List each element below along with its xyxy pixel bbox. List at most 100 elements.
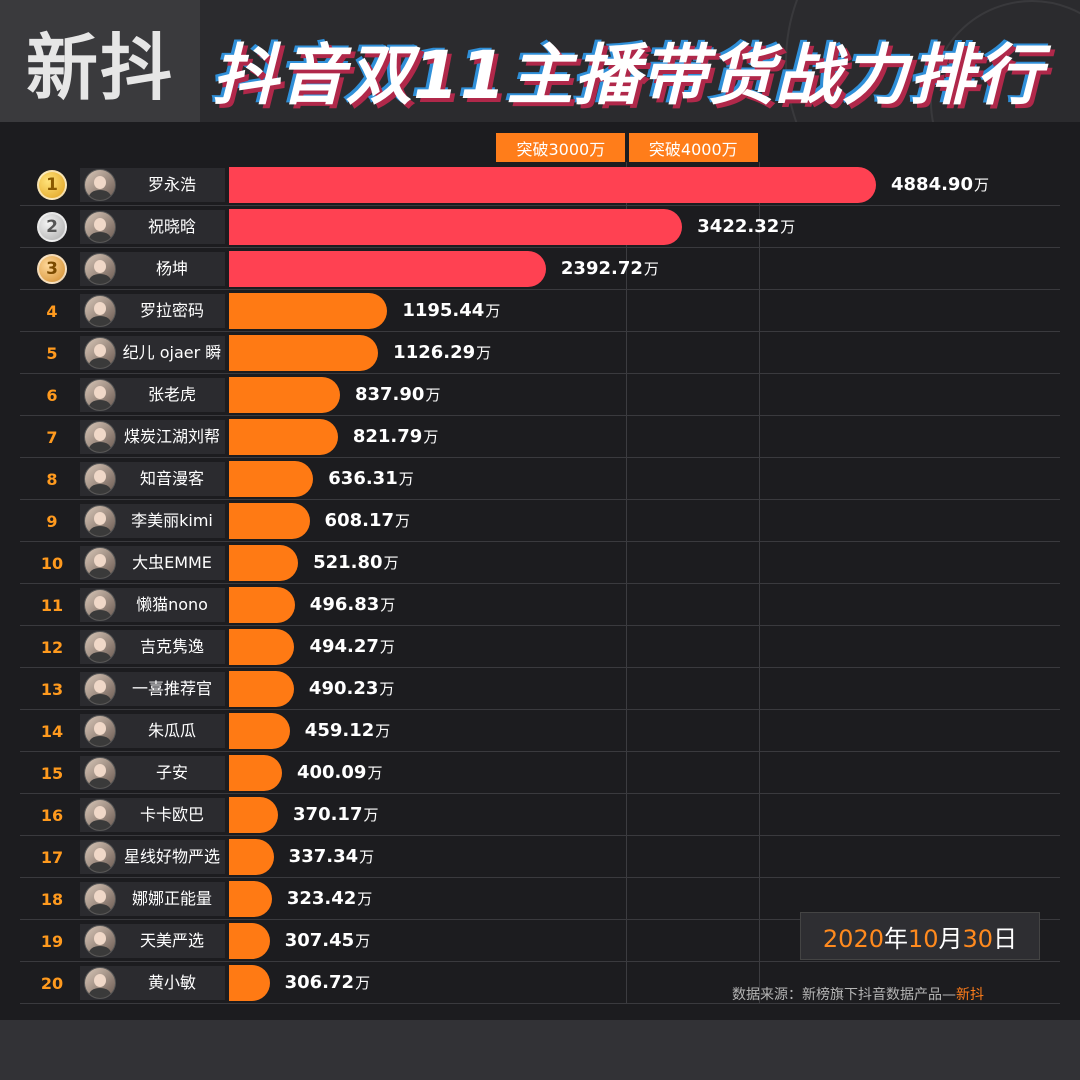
ranking-row: 6 张老虎 837.90万: [20, 374, 1060, 416]
sales-bar: [229, 923, 270, 959]
avatar-icon: [84, 295, 116, 327]
ranking-row: 12 吉克隽逸 494.27万: [20, 626, 1060, 668]
sales-unit: 万: [380, 596, 396, 614]
sales-unit: 万: [383, 554, 399, 572]
data-source-note: 数据来源：新榜旗下抖音数据产品—新抖: [732, 984, 984, 1004]
rank-label: 8: [46, 469, 58, 489]
rank-label: 3: [32, 248, 72, 290]
gold-medal-icon: 1: [37, 170, 67, 200]
streamer-name: 娜娜正能量: [131, 889, 212, 908]
avatar-icon: [84, 547, 116, 579]
streamer-name: 煤炭江湖刘帮: [123, 427, 220, 446]
avatar-icon: [84, 841, 116, 873]
streamer-name: 朱瓜瓜: [147, 721, 196, 740]
ranking-row: 14 朱瓜瓜 459.12万: [20, 710, 1060, 752]
sales-value: 608.17万: [325, 500, 410, 542]
sales-unit: 万: [485, 302, 501, 320]
ranking-row: 3 杨坤 2392.72万: [20, 248, 1060, 290]
sales-number: 521.80: [313, 552, 383, 573]
streamer-name: 知音漫客: [139, 469, 204, 488]
date-badge: 2020年10月30日: [800, 912, 1040, 960]
sales-value: 496.83万: [310, 584, 395, 626]
rank-label: 12: [40, 637, 64, 657]
streamer-name: 罗永浩: [147, 175, 196, 194]
ranking-row: 13 一喜推荐官 490.23万: [20, 668, 1060, 710]
sales-bar: [229, 671, 294, 707]
sales-unit: 万: [780, 218, 796, 236]
streamer-label: 吉克隽逸: [80, 630, 225, 664]
sales-value: 306.72万: [285, 962, 370, 1004]
streamer-label: 子安: [80, 756, 225, 790]
ranking-row: 5 纪儿 ojaer 瞬 1126.29万: [20, 332, 1060, 374]
header: 新抖 抖音双11主播带货战力排行: [0, 0, 1080, 122]
sales-number: 494.27: [309, 636, 379, 657]
streamer-name: 大虫EMME: [132, 553, 212, 572]
sales-unit: 万: [643, 260, 659, 278]
sales-value: 459.12万: [305, 710, 390, 752]
sales-value: 400.09万: [297, 752, 382, 794]
sales-number: 459.12: [304, 720, 375, 741]
streamer-name: 罗拉密码: [139, 301, 204, 320]
sales-unit: 万: [379, 638, 395, 656]
sales-number: 1195.44: [402, 300, 485, 321]
sales-unit: 万: [973, 176, 989, 194]
sales-number: 1126.29: [393, 342, 476, 363]
avatar-icon: [84, 883, 116, 915]
streamer-label: 大虫EMME: [80, 546, 225, 580]
sales-bar: [229, 293, 388, 329]
sales-bar: [229, 881, 272, 917]
sales-number: 2392.72: [560, 258, 643, 279]
sales-unit: 万: [355, 932, 371, 950]
sales-number: 400.09: [296, 762, 367, 783]
streamer-name: 卡卡欧巴: [139, 805, 204, 824]
streamer-name: 杨坤: [155, 259, 188, 278]
sales-bar: [229, 377, 340, 413]
sales-number: 4884.90: [891, 174, 973, 195]
avatar-icon: [84, 463, 116, 495]
streamer-label: 知音漫客: [80, 462, 225, 496]
streamer-label: 懒猫nono: [80, 588, 225, 622]
avatar-icon: [84, 421, 116, 453]
sales-number: 370.17: [293, 804, 363, 825]
sales-value: 494.27万: [309, 626, 394, 668]
sales-bar: [229, 629, 295, 665]
sales-unit: 万: [379, 680, 395, 698]
ranking-row: 1 罗永浩 4884.90万: [20, 164, 1060, 206]
sales-bar: [229, 965, 270, 1001]
streamer-name: 张老虎: [147, 385, 196, 404]
sales-bar: [229, 419, 338, 455]
avatar-icon: [84, 673, 116, 705]
rank-label: 18: [40, 889, 64, 909]
streamer-name: 纪儿 ojaer 瞬: [122, 343, 222, 362]
avatar-icon: [84, 211, 116, 243]
sales-bar: [229, 167, 876, 203]
sales-unit: 万: [425, 386, 441, 404]
rank-label: 10: [40, 553, 64, 573]
date-year: 2020: [822, 924, 884, 953]
streamer-label: 杨坤: [80, 252, 225, 286]
sales-value: 1126.29万: [393, 332, 491, 374]
avatar-icon: [84, 589, 116, 621]
streamer-name: 黄小敏: [147, 973, 196, 992]
sales-unit: 万: [423, 428, 439, 446]
footer-bar: [0, 1020, 1080, 1080]
sales-value: 3422.32万: [697, 206, 795, 248]
sales-value: 837.90万: [355, 374, 440, 416]
sales-number: 608.17: [324, 510, 395, 531]
streamer-label: 罗永浩: [80, 168, 225, 202]
streamer-label: 星线好物严选: [80, 840, 225, 874]
streamer-label: 张老虎: [80, 378, 225, 412]
streamer-label: 李美丽kimi: [80, 504, 225, 538]
ranking-row: 15 子安 400.09万: [20, 752, 1060, 794]
sales-number: 307.45: [284, 930, 355, 951]
sales-number: 821.79: [352, 426, 423, 447]
sales-number: 323.42: [286, 888, 357, 909]
sales-number: 337.34: [288, 846, 359, 867]
logo-text: 新抖: [25, 25, 174, 110]
sales-unit: 万: [395, 512, 411, 530]
sales-number: 496.83: [309, 594, 380, 615]
sales-bar: [229, 839, 274, 875]
sales-bar: [229, 209, 683, 245]
sales-value: 370.17万: [293, 794, 378, 836]
avatar-icon: [84, 715, 116, 747]
